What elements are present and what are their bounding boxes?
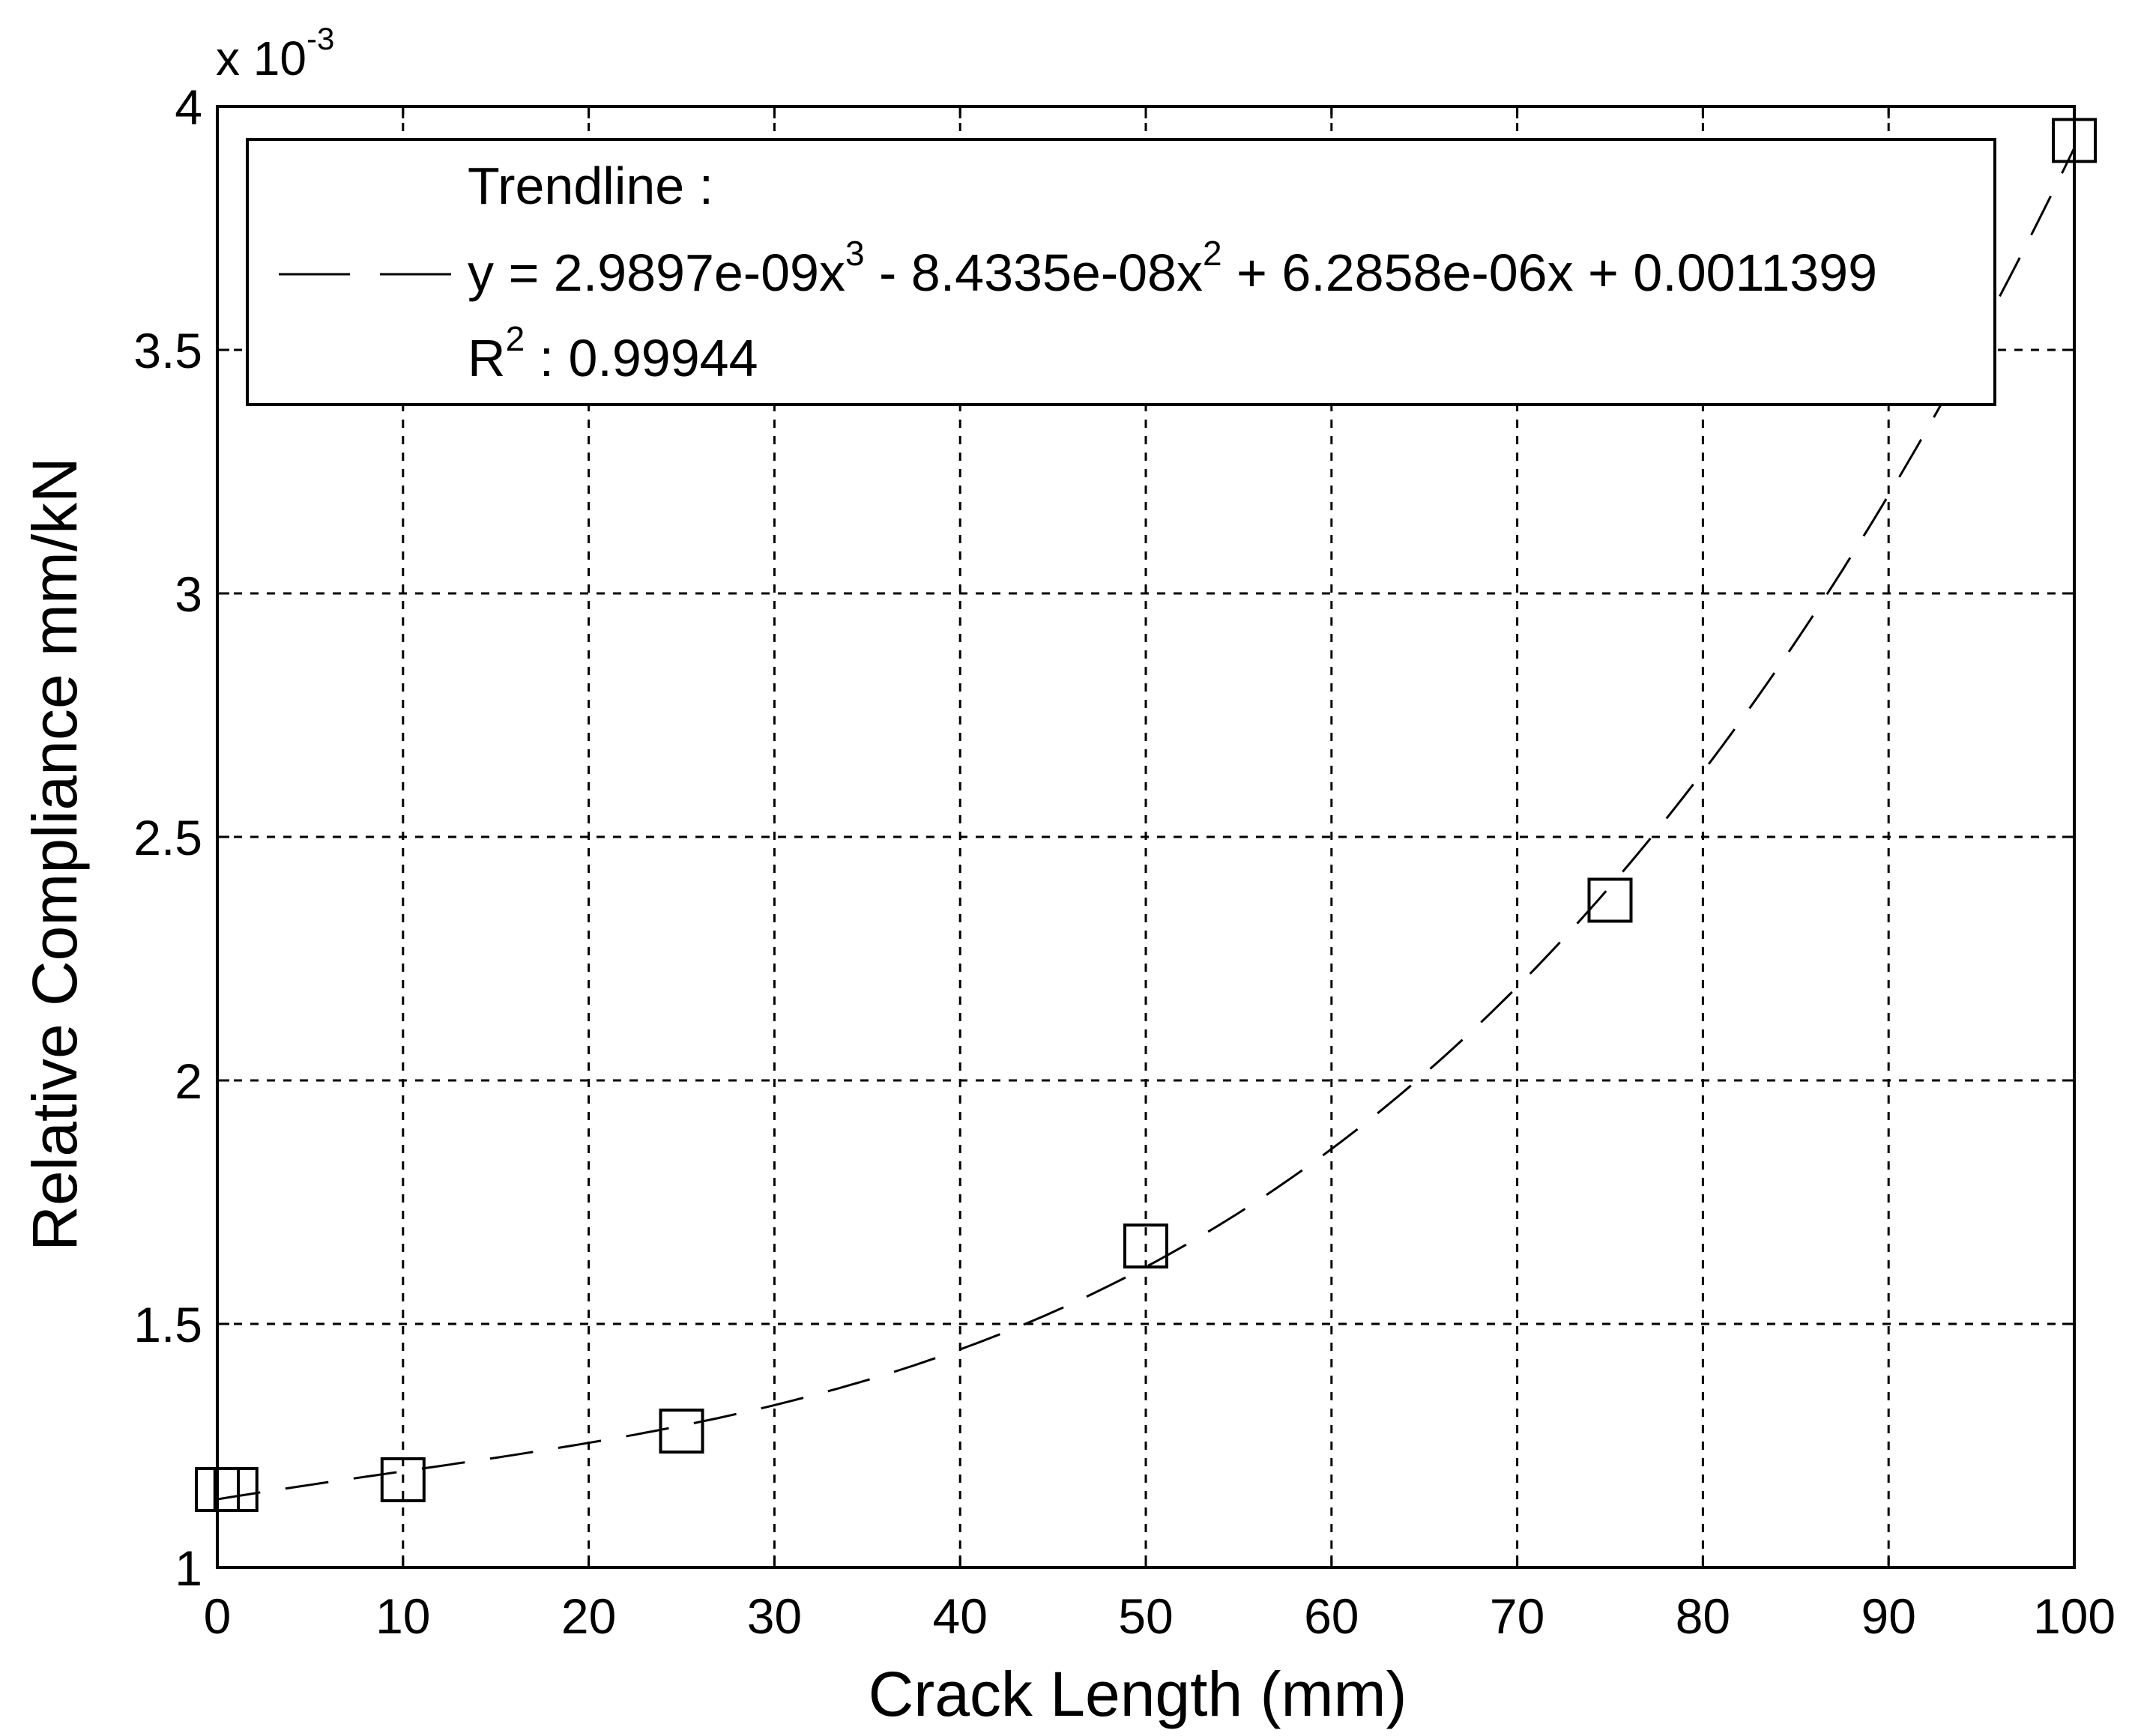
- y-tick-label: 1.5: [133, 1297, 202, 1352]
- x-tick-label: 0: [204, 1588, 232, 1644]
- x-tick-label: 10: [375, 1588, 430, 1644]
- x-tick-label: 90: [1861, 1588, 1915, 1644]
- legend-equation: y = 2.9897e-09x3 - 8.4335e-08x2 + 6.2858…: [468, 234, 1877, 302]
- trendline-curve: [217, 147, 2076, 1501]
- y-axis-multiplier: x 10-3: [216, 21, 334, 85]
- data-point: [1123, 1224, 1168, 1268]
- x-tick-label: 30: [747, 1588, 802, 1644]
- x-axis-title: Crack Length (mm): [869, 1659, 1407, 1729]
- x-tick-label: 20: [561, 1588, 616, 1644]
- data-point: [1587, 877, 1633, 923]
- data-point: [380, 1457, 426, 1502]
- legend-box: [246, 138, 1996, 406]
- y-tick-label: 4: [175, 79, 202, 135]
- data-point: [659, 1409, 704, 1454]
- y-tick-label: 2.5: [133, 810, 202, 865]
- legend-r-squared: R2 : 0.99944: [468, 319, 758, 387]
- y-axis-title: Relative Compliance mm/kN: [19, 457, 90, 1251]
- svg-text:x 10-3: x 10-3: [216, 21, 334, 85]
- data-point: [2052, 118, 2097, 163]
- x-tick-label: 80: [1676, 1588, 1730, 1644]
- x-tick-label: 40: [932, 1588, 987, 1644]
- y-tick-label: 2: [175, 1053, 202, 1109]
- y-tick-label: 3.5: [133, 323, 202, 378]
- legend-title: Trendline :: [468, 157, 713, 215]
- data-points: [195, 118, 2097, 1512]
- y-tick-label: 3: [175, 566, 202, 622]
- y-multiplier-base: x 10: [216, 31, 306, 85]
- y-multiplier-exponent: -3: [306, 21, 334, 56]
- x-tick-label: 60: [1304, 1588, 1359, 1644]
- legend: Trendline : y = 2.9897e-09x3 - 8.4335e-0…: [246, 138, 1996, 406]
- axis-ticks: 0 10 20 30 40 50 60 70 80 90 100 1 1.5 2 2.5 3 3.5 4: [133, 79, 2116, 1644]
- data-point: [213, 1467, 259, 1512]
- x-tick-label: 50: [1118, 1588, 1173, 1644]
- x-tick-label: 70: [1490, 1588, 1544, 1644]
- x-tick-label: 100: [2033, 1588, 2116, 1644]
- y-tick-label: 1: [175, 1540, 202, 1596]
